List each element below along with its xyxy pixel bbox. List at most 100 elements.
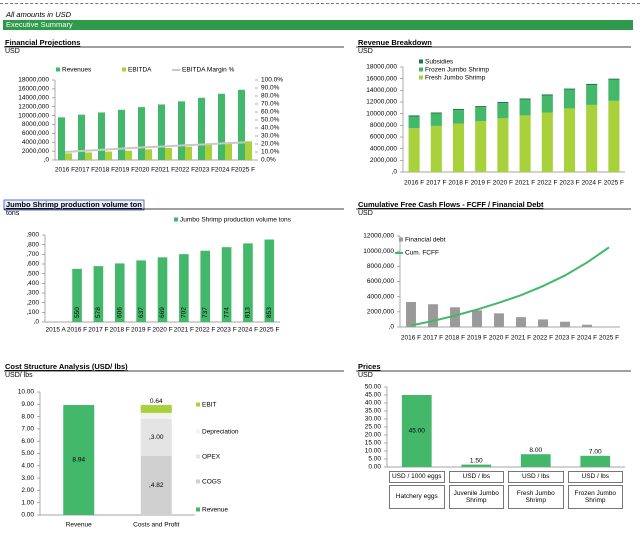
bar xyxy=(430,113,442,126)
y-tick-label: ,0 xyxy=(389,324,395,331)
bar xyxy=(452,109,465,111)
y-tick-label: 10.00 xyxy=(18,389,35,396)
y-tick-label: ,100 xyxy=(26,309,39,316)
bar xyxy=(178,101,185,160)
value-label: 550 xyxy=(74,307,81,318)
bar xyxy=(497,102,509,104)
y-tick-label: ,600 xyxy=(26,261,39,268)
y-tick-label: 8.00 xyxy=(21,413,34,420)
bar xyxy=(140,412,172,419)
bar xyxy=(179,254,189,322)
x-tick-label: 2021 F xyxy=(515,180,535,187)
bar xyxy=(580,455,611,467)
x-tick-label: 2019 F xyxy=(131,327,151,334)
x-tick-label: 2020 F xyxy=(135,167,155,174)
x-tick-label: Revenue xyxy=(66,522,92,529)
y-tick-label: 14000,000 xyxy=(366,87,397,94)
y-tick-label: 6000,000 xyxy=(367,278,394,285)
y-tick-label: 3.00 xyxy=(21,475,34,482)
x-tick-label: 2024 F xyxy=(582,180,602,187)
x-tick-label: 2018 F xyxy=(110,327,130,334)
x-tick-label: 2017 F xyxy=(426,180,446,187)
legend-swatch xyxy=(122,67,126,72)
bar xyxy=(541,94,553,96)
value-label: 737 xyxy=(202,307,209,318)
y-tick-label: 40.00 xyxy=(365,400,382,407)
x-tick-label: 2019 F xyxy=(471,180,491,187)
bar xyxy=(98,112,105,160)
bar xyxy=(125,150,132,160)
value-label: 1.50 xyxy=(470,457,483,464)
legend-swatch xyxy=(196,402,200,407)
y-tick-label: 9.00 xyxy=(21,401,34,408)
x-tick-label: 2023 F xyxy=(195,167,215,174)
value-label: 7.00 xyxy=(589,449,602,456)
y-tick-label: 12000,000 xyxy=(366,99,397,106)
bar xyxy=(452,110,465,124)
x-tick-label: 2022 F xyxy=(195,327,215,334)
y2-tick-label: 100.0% xyxy=(261,77,283,84)
bar xyxy=(140,405,172,413)
value-label: ,4.82 xyxy=(149,482,164,489)
chart-unit: USD xyxy=(358,372,373,379)
bar xyxy=(264,239,275,322)
bar xyxy=(78,114,85,160)
x-tick-label: 2016 F xyxy=(401,335,421,342)
y-tick-label: 1.00 xyxy=(21,499,34,506)
bar xyxy=(406,301,416,327)
y-tick-label: ,800 xyxy=(26,241,39,248)
y-tick-label: 6000,000 xyxy=(22,130,49,137)
y-tick-label: 15.00 xyxy=(365,440,382,447)
x-tick-label: 2025 F xyxy=(235,167,255,174)
y-tick-label: 5.00 xyxy=(368,456,381,463)
x-tick-label: 2023 F xyxy=(555,335,575,342)
legend-label: OPEX xyxy=(202,454,221,461)
legend-swatch xyxy=(174,217,178,222)
y-tick-label: 8000,000 xyxy=(370,122,397,129)
y2-tick-label: 20.0% xyxy=(261,141,280,148)
bar xyxy=(221,247,232,322)
legend-label: Frozen Jumbo Shrimp xyxy=(425,67,489,74)
legend-label: EBIT xyxy=(202,402,216,409)
x-tick-label: 2019 F xyxy=(115,167,135,174)
y-tick-label: 2000,000 xyxy=(22,148,49,155)
y2-tick-label: 30.0% xyxy=(261,133,280,140)
legend-swatch xyxy=(196,429,200,434)
y-tick-label: 45.00 xyxy=(365,392,382,399)
y-tick-label: ,900 xyxy=(26,232,39,239)
bar xyxy=(497,103,509,119)
value-label: 637 xyxy=(138,307,145,318)
unit-cell: USD / lbs xyxy=(448,471,504,483)
legend-label: COGS xyxy=(202,479,222,486)
y-tick-label: 16000,000 xyxy=(18,86,49,93)
y2-tick-label: 40.0% xyxy=(261,125,280,132)
y-tick-label: 8000,000 xyxy=(367,263,394,270)
category-cell: Hatchery eggs xyxy=(389,485,445,509)
y2-tick-label: 60.0% xyxy=(261,109,280,116)
bar xyxy=(185,146,192,160)
y-tick-label: ,700 xyxy=(26,251,39,258)
y-tick-label: 16000,000 xyxy=(366,75,397,82)
value-label: 669 xyxy=(159,307,166,318)
y2-tick-label: 70.0% xyxy=(261,101,280,108)
bar xyxy=(145,149,152,160)
y-tick-label: ,0 xyxy=(392,169,398,176)
legend-label: EBITDA xyxy=(128,67,152,74)
section-bar: Executive Summary xyxy=(3,20,633,30)
bar xyxy=(243,243,253,322)
legend-label: Subsidies xyxy=(425,59,454,66)
x-tick-label: 2022 F xyxy=(175,167,195,174)
bar xyxy=(72,268,82,322)
x-tick-label: 2017 F xyxy=(88,327,108,334)
legend-swatch xyxy=(419,59,423,64)
y-tick-label: 10000,000 xyxy=(363,248,394,255)
unit-cell: USD / 1000 eggs xyxy=(389,471,445,483)
bar xyxy=(475,106,487,108)
y-tick-label: 18000,000 xyxy=(366,64,397,71)
legend-swatch xyxy=(196,454,200,459)
legend-swatch xyxy=(419,67,423,72)
legend-swatch xyxy=(419,75,423,80)
bar xyxy=(494,313,504,327)
x-tick-label: 2021 F xyxy=(511,335,531,342)
y-tick-label: 50.00 xyxy=(365,384,382,391)
